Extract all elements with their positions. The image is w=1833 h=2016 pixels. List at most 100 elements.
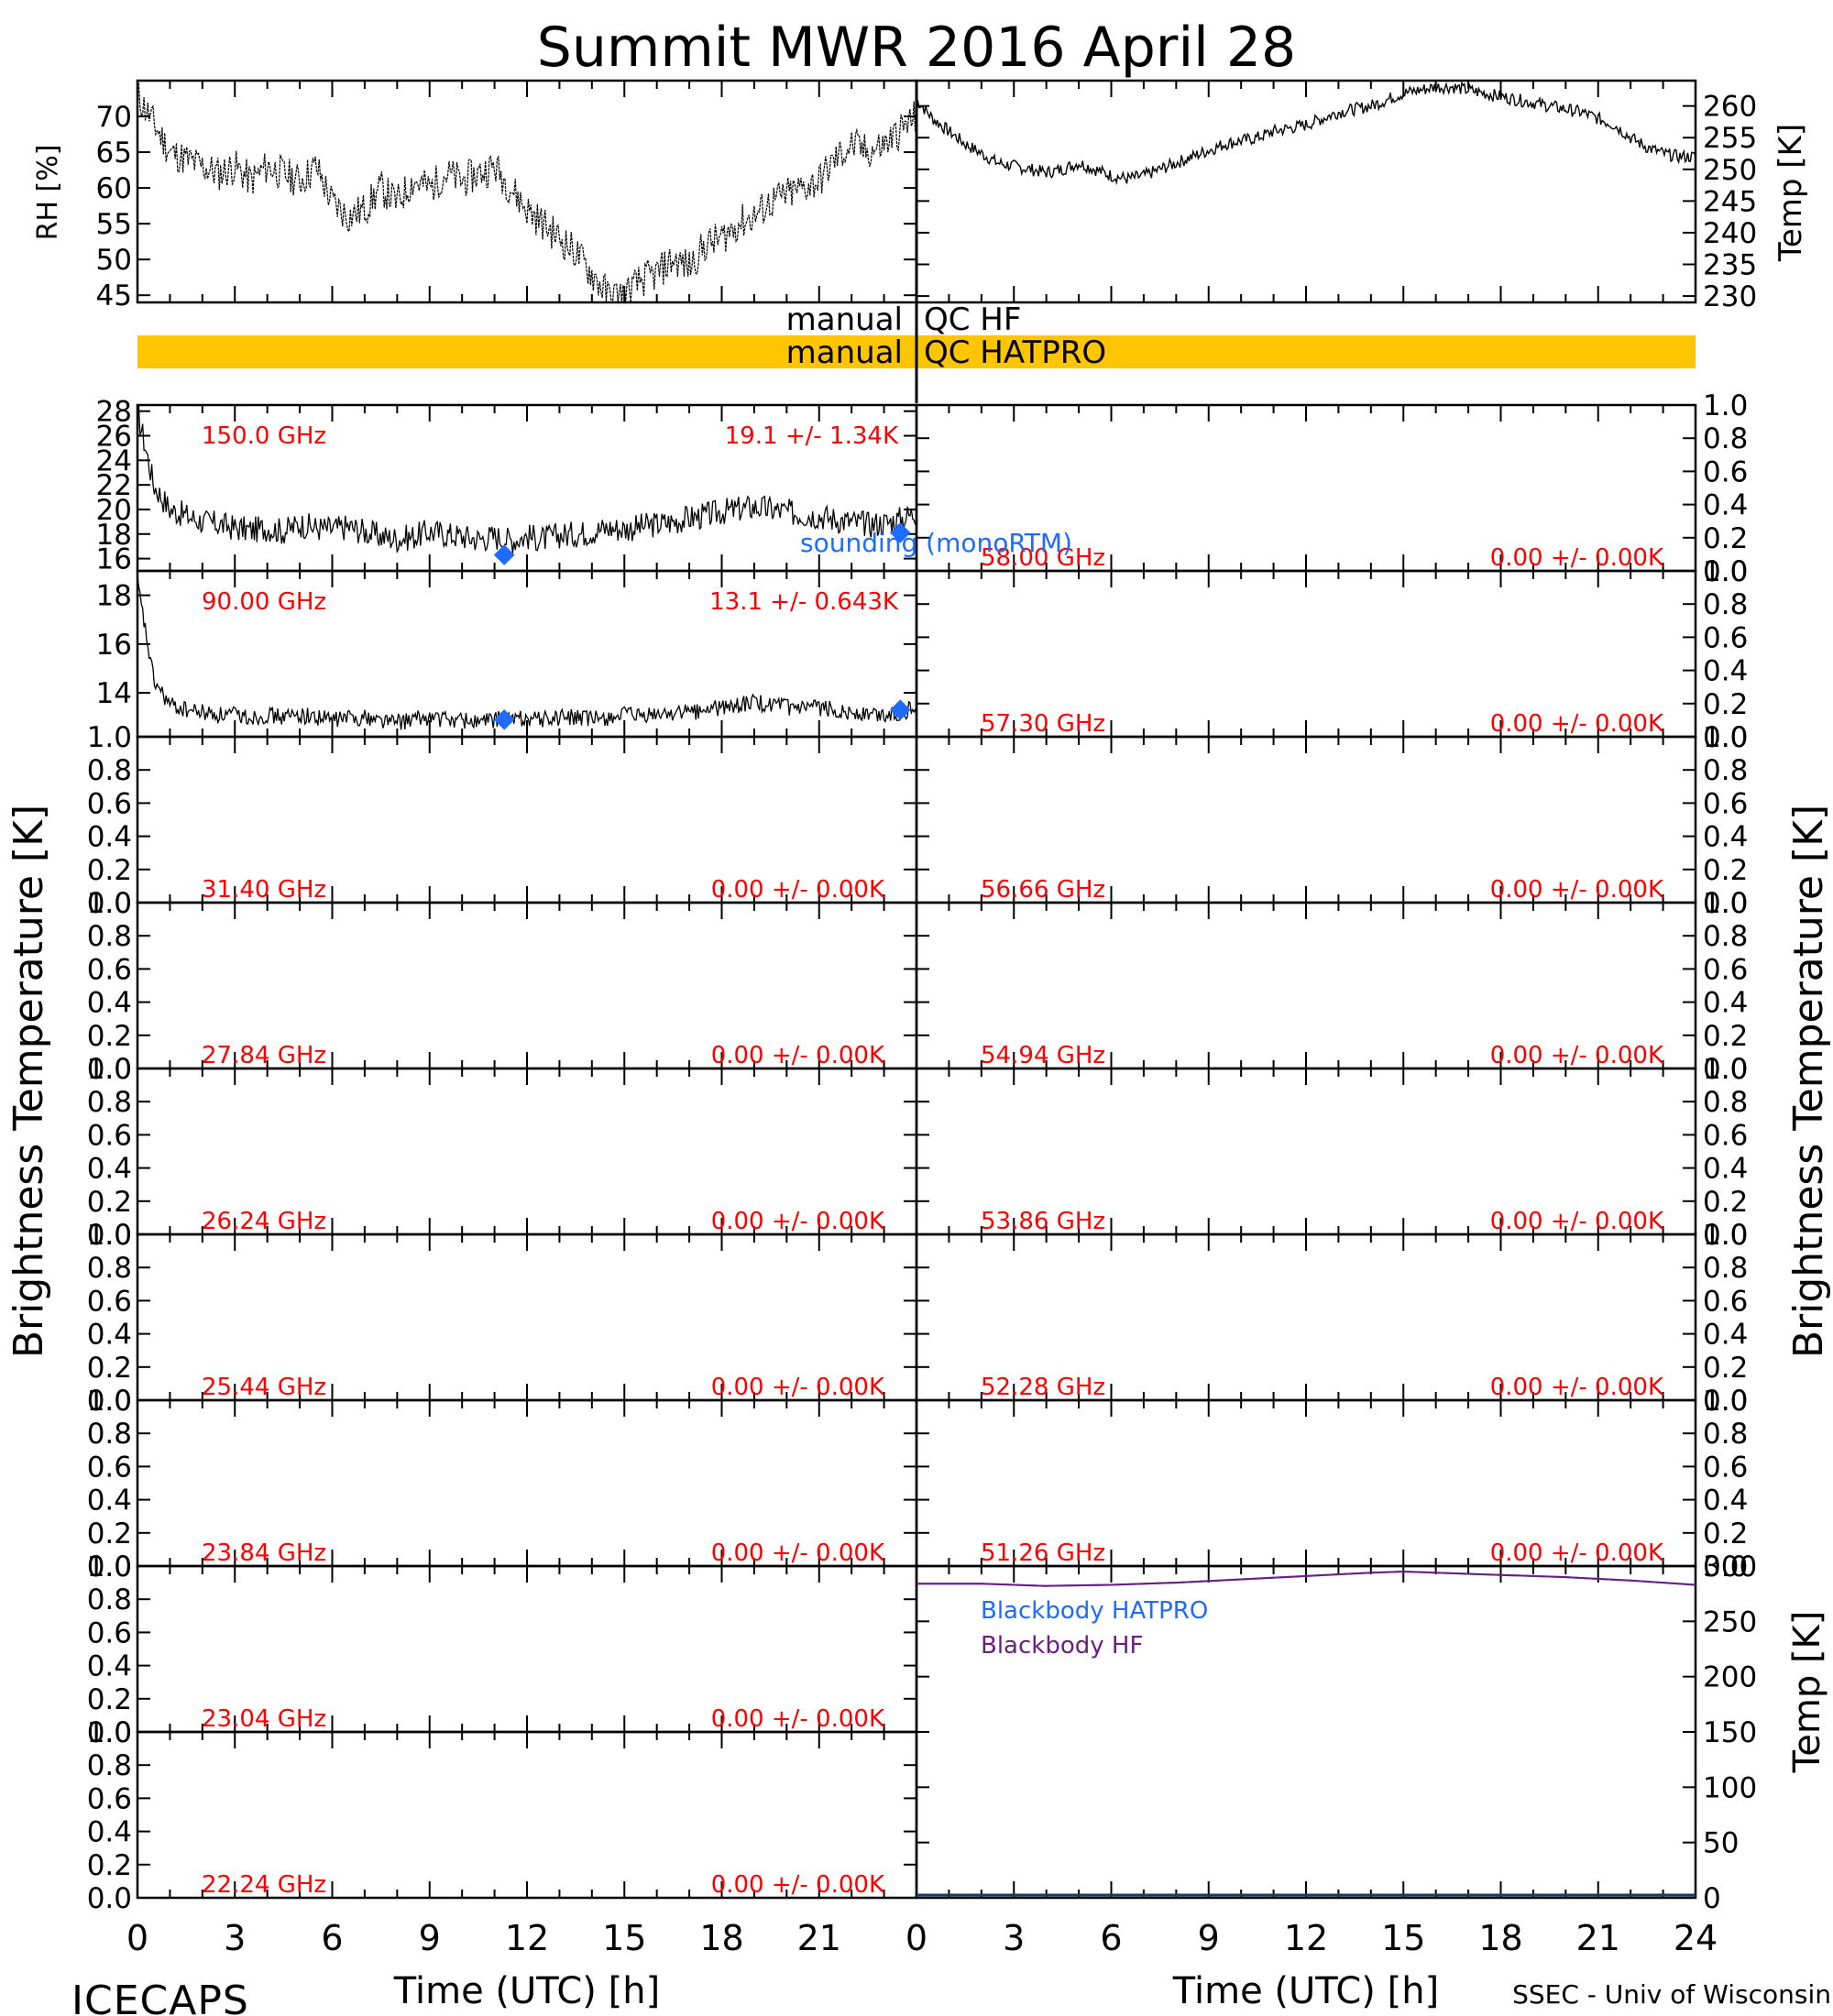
sounding-point: [493, 709, 515, 730]
footer-left-label: ICECAPS: [71, 1978, 249, 2016]
y-tick-label: 255: [1703, 122, 1757, 155]
y-tick-label: 65: [96, 137, 132, 170]
y-tick-label: 0.2: [87, 1849, 132, 1882]
x-tick-label: 12: [505, 1918, 549, 1958]
y-tick-label: 0.8: [1703, 1252, 1748, 1285]
y-tick-label: 0.4: [1703, 1485, 1748, 1517]
x-tick-label: 9: [1198, 1918, 1220, 1958]
x-tick-label: 0: [906, 1918, 927, 1958]
y-tick-label: 200: [1703, 1661, 1757, 1694]
tb-frequency-label: 58.00 GHz: [981, 544, 1105, 572]
tb-stats-label: 0.00 +/- 0.00K: [1490, 876, 1664, 904]
x-tick-label: 6: [321, 1918, 343, 1958]
y-tick-label: 0.8: [87, 754, 132, 787]
x-tick-label: 6: [1100, 1918, 1122, 1958]
y-tick-label: 0.6: [87, 1285, 132, 1318]
y-tick-label: 0.4: [1703, 489, 1748, 522]
tb-frequency-label: 90.00 GHz: [202, 588, 326, 616]
y-tick-label: 0.6: [87, 1119, 132, 1152]
y-tick-label: 1.0: [87, 1219, 132, 1252]
y-tick-label: 22: [96, 469, 132, 502]
y-tick-label: 0.2: [1703, 1352, 1748, 1385]
y-tick-label: 1.0: [1703, 721, 1748, 754]
x-axis-label-right: Time (UTC) [h]: [1172, 1970, 1439, 2012]
y-tick-label: 1.0: [87, 1053, 132, 1086]
y-tick-label: 0.2: [87, 1020, 132, 1053]
y-tick-label: 0.4: [87, 1153, 132, 1186]
y-tick-label: 0.4: [87, 1485, 132, 1517]
x-tick-label: 0: [126, 1918, 148, 1958]
y-tick-label: 18: [96, 519, 132, 552]
y-tick-label: 0.0: [87, 1716, 132, 1749]
blackbody-legend-hf: Blackbody HF: [981, 1632, 1143, 1660]
y-tick-label: 70: [96, 101, 132, 134]
tb-stats-label: 0.00 +/- 0.00K: [1490, 1539, 1664, 1567]
tb-stats-label: 0.00 +/- 0.00K: [1490, 1208, 1664, 1235]
y-tick-label: 1.0: [1703, 389, 1748, 422]
y-tick-label: 28: [96, 396, 132, 429]
tb-stats-label: 0.00 +/- 0.00K: [711, 1871, 885, 1899]
tb-frequency-label: 56.66 GHz: [981, 876, 1105, 904]
y-tick-label: 0.0: [1703, 1219, 1748, 1252]
y-tick-label: 0.6: [1703, 455, 1748, 488]
y-tick-label: 0.2: [1703, 1517, 1748, 1550]
tb-frequency-label: 150.0 GHz: [202, 422, 326, 450]
temp-axis-label: Temp [K]: [1773, 124, 1809, 262]
y-tick-label: 0.6: [87, 953, 132, 986]
y-tick-label: 0.0: [87, 1219, 132, 1252]
y-tick-label: 0.6: [87, 1451, 132, 1484]
y-tick-label: 300: [1703, 1550, 1757, 1583]
tb-stats-label: 0.00 +/- 0.00K: [711, 1539, 885, 1567]
x-tick-label: 21: [1576, 1918, 1620, 1958]
y-tick-label: 1.0: [87, 1385, 132, 1418]
tb-frequency-label: 53.86 GHz: [981, 1208, 1105, 1235]
y-tick-label: 0.2: [1703, 688, 1748, 721]
sounding-point: [889, 522, 911, 543]
y-tick-label: 24: [96, 444, 132, 477]
y-tick-label: 60: [96, 172, 132, 205]
tb-stats-label: 13.1 +/- 0.643K: [709, 588, 899, 616]
rh-panel-frame: [136, 79, 918, 304]
y-tick-label: 0.4: [1703, 1153, 1748, 1186]
y-tick-label: 260: [1703, 91, 1757, 124]
x-tick-label: 3: [224, 1918, 246, 1958]
y-tick-label: 150: [1703, 1716, 1757, 1749]
y-tick-label: 55: [96, 208, 132, 241]
rh-axis-label: RH [%]: [32, 145, 64, 241]
y-tick-label: 1.0: [87, 1716, 132, 1749]
x-tick-label: 15: [1381, 1918, 1425, 1958]
x-tick-label: 3: [1003, 1918, 1025, 1958]
tb-frequency-label: 27.84 GHz: [202, 1042, 326, 1069]
y-tick-label: 0.8: [87, 1086, 132, 1119]
sounding-point: [493, 544, 515, 565]
y-tick-label: 0.4: [87, 1650, 132, 1683]
x-axis-label-left: Time (UTC) [h]: [393, 1970, 660, 2012]
y-tick-label: 0.8: [1703, 422, 1748, 455]
tb-frequency-label: 25.44 GHz: [202, 1374, 326, 1401]
y-tick-label: 0.2: [1703, 522, 1748, 555]
tb-stats-label: 0.00 +/- 0.00K: [711, 876, 885, 904]
y-tick-label: 0.8: [87, 920, 132, 953]
y-tick-label: 0.0: [87, 887, 132, 920]
tb-frequency-label: 23.04 GHz: [202, 1705, 326, 1733]
y-tick-label: 245: [1703, 185, 1757, 218]
temp-series-line: [916, 81, 1696, 186]
tb-axis-label-left: Brightness Temperature [K]: [5, 805, 52, 1358]
y-tick-label: 16: [96, 543, 132, 576]
y-tick-label: 0.8: [1703, 920, 1748, 953]
y-tick-label: 0.0: [1703, 555, 1748, 588]
y-tick-label: 0.4: [1703, 987, 1748, 1020]
y-tick-label: 1.0: [1703, 1053, 1748, 1086]
x-tick-label: 12: [1284, 1918, 1328, 1958]
tb-stats-label: 19.1 +/- 1.34K: [725, 422, 899, 450]
sounding-point: [889, 699, 911, 721]
y-tick-label: 0.4: [87, 987, 132, 1020]
y-tick-label: 0.6: [87, 1616, 132, 1649]
tb-stats-label: 0.00 +/- 0.00K: [711, 1208, 885, 1235]
y-tick-label: 0.0: [1703, 721, 1748, 754]
tb-series-line: [137, 575, 917, 730]
tb-series-line: [137, 404, 917, 554]
y-tick-label: 0.0: [87, 1882, 132, 1915]
y-tick-label: 1.0: [87, 721, 132, 754]
